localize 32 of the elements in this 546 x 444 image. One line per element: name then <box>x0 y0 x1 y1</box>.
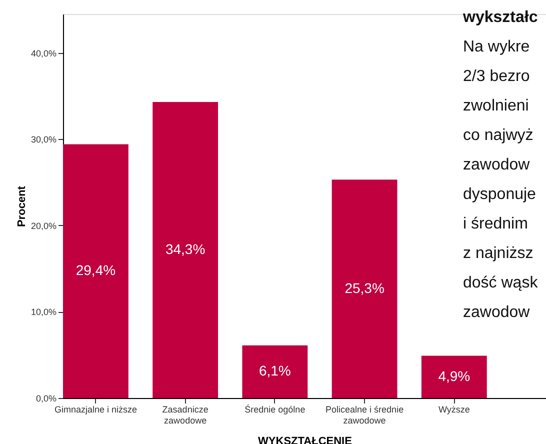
y-tick-label: 30,0% <box>30 134 56 145</box>
annotation: Na wykre <box>463 38 530 56</box>
y-axis-title: Procent <box>16 186 28 227</box>
annotation: co najwyż <box>463 127 534 144</box>
data-label: 29,4% <box>76 262 116 278</box>
y-tick-label: 40,0% <box>30 48 56 58</box>
x-tick-label: Gimnazjalne i niższe <box>54 404 137 414</box>
annotation: dysponuje <box>463 186 536 203</box>
data-label: 6,1% <box>258 362 291 379</box>
bar <box>152 102 218 398</box>
y-tick-label: 0,0% <box>36 394 56 404</box>
annotation: wykształc <box>462 9 538 26</box>
bar <box>332 180 398 398</box>
y-tick-label: 10,0% <box>30 307 56 318</box>
annotation: dość wąsk <box>463 274 539 292</box>
data-label: 25,3% <box>344 280 384 296</box>
data-label: 34,3% <box>165 241 206 258</box>
data-label: 4,9% <box>438 368 470 384</box>
annotation: i średnim <box>463 216 528 232</box>
bar <box>421 356 487 398</box>
annotation: zawodow <box>463 156 530 174</box>
x-tick-label: Zasadnicze zawodowe <box>162 404 208 426</box>
y-tick-label: 20,0% <box>30 220 56 231</box>
annotation: zawodow <box>463 304 530 321</box>
annotation: zwolnieni <box>463 98 529 114</box>
annotation: 2/3 bezro <box>463 68 530 85</box>
annotation: z najniższ <box>463 245 534 262</box>
x-tick-label: Policealne i średnie zawodowe <box>326 404 404 426</box>
bar <box>63 144 128 398</box>
x-tick-label: Wyższe <box>438 404 470 414</box>
bar <box>242 345 308 398</box>
x-tick-label: Średnie ogólne <box>244 404 306 414</box>
